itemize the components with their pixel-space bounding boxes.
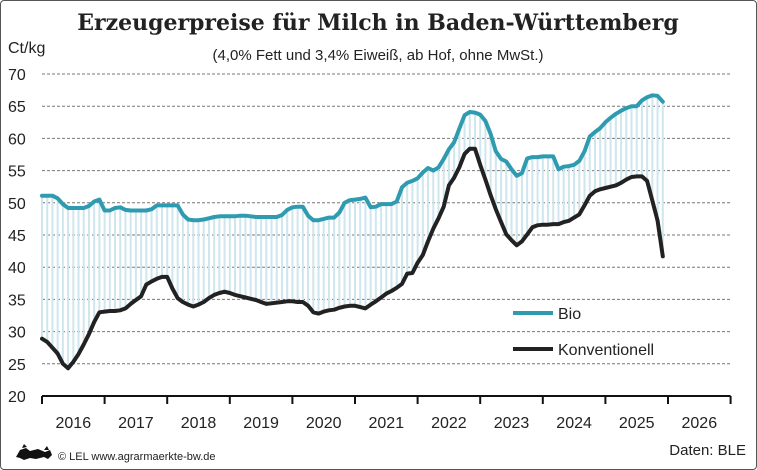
legend-label-bio: Bio	[558, 306, 581, 323]
y-tick-label: 40	[8, 260, 26, 277]
x-tick-label: 2024	[556, 415, 592, 432]
x-tick-label: 2023	[494, 415, 530, 432]
x-tick-label: 2022	[431, 415, 467, 432]
y-tick-label: 25	[8, 357, 26, 374]
y-tick-label: 50	[8, 196, 26, 213]
copyright-text: © LEL www.agrarmaerkte-bw.de	[58, 451, 216, 463]
legend-label-konventionell: Konventionell	[558, 342, 654, 359]
y-tick-labels: 20 25 30 35 40 45 50 55 60 65 70	[8, 67, 26, 406]
series-line-konventionell	[40, 146, 665, 371]
y-tick-label: 65	[8, 99, 26, 116]
lion-logo	[16, 444, 52, 460]
y-tick-label: 55	[8, 164, 26, 181]
y-axis-label: Ct/kg	[8, 40, 45, 57]
y-tick-label: 30	[8, 325, 26, 342]
y-tick-label: 45	[8, 228, 26, 245]
y-tick-label: 60	[8, 131, 26, 148]
series-lines	[40, 93, 665, 371]
source-text: Daten: BLE	[669, 442, 746, 459]
x-tick-label: 2017	[118, 415, 154, 432]
x-tick-label: 2016	[56, 415, 92, 432]
series-line-bio	[40, 93, 665, 223]
x-tick-label: 2018	[181, 415, 217, 432]
chart-title: Erzeugerpreise für Milch in Baden-Württe…	[77, 10, 679, 36]
x-tick-label: 2026	[682, 415, 718, 432]
x-tick-label: 2021	[369, 415, 405, 432]
y-tick-label: 70	[8, 67, 26, 84]
y-tick-label: 20	[8, 389, 26, 406]
x-tick-label: 2019	[243, 415, 279, 432]
x-axis: 2016 2017 2018 2019 2020 2021 2022 2023 2024 2025…	[41, 395, 732, 432]
x-tick-label: 2025	[619, 415, 655, 432]
legend: Bio Konventionell	[513, 306, 654, 359]
x-tick-label: 2020	[306, 415, 342, 432]
y-tick-label: 35	[8, 292, 26, 309]
hatch-fill	[41, 95, 664, 369]
chart-subtitle: (4,0% Fett und 3,4% Eiweiß, ab Hof, ohne…	[213, 47, 544, 64]
